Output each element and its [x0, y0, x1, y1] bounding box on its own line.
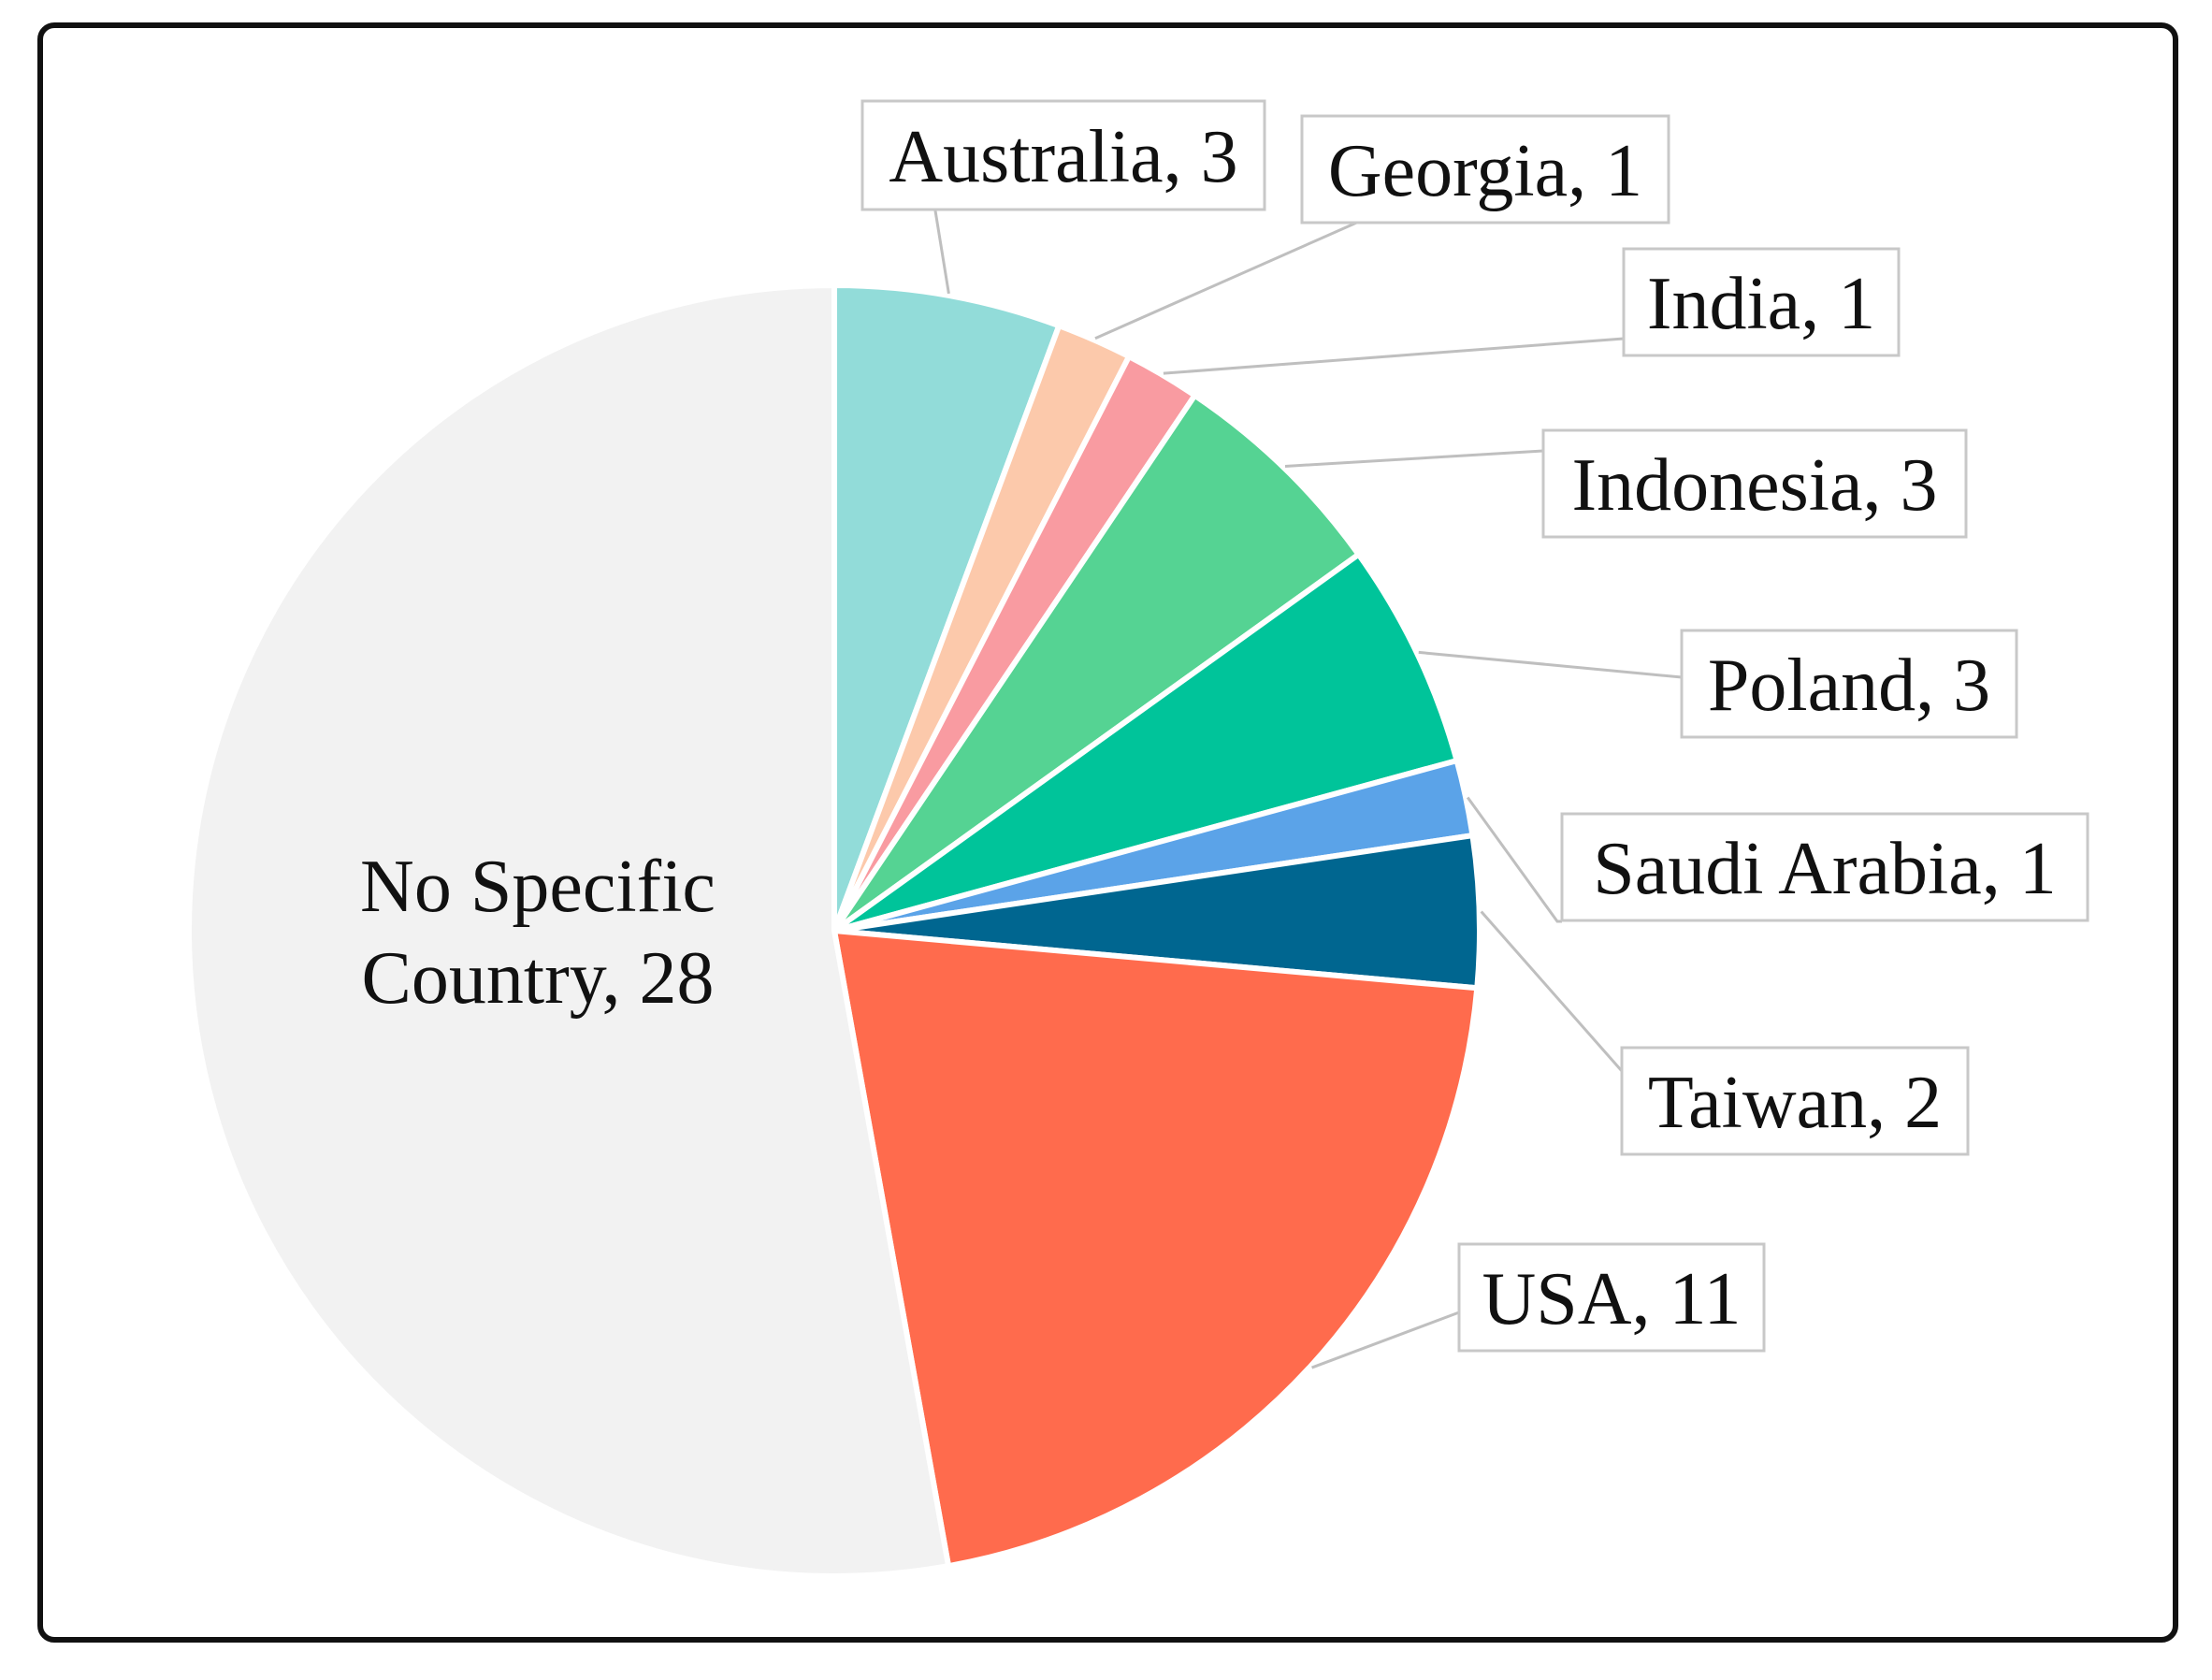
data-label-box-3: [1541, 428, 1968, 539]
data-label-box-5: [1560, 812, 2089, 922]
data-label-4: Poland, 3: [1708, 644, 1990, 727]
data-label-box-7: [1457, 1242, 1766, 1353]
leader-line-2: [1163, 337, 1625, 375]
pie-slice-8: [186, 282, 952, 1579]
data-label-box-2: [1622, 247, 1901, 357]
data-label-box-1: [1300, 114, 1670, 224]
data-label-3: Indonesia, 3: [1571, 444, 1937, 527]
data-label-7: USA, 11: [1482, 1258, 1741, 1340]
leader-line-1: [1094, 219, 1362, 340]
data-label-box-4: [1680, 629, 2018, 739]
leader-line-3: [1284, 449, 1544, 468]
data-label-6: Taiwan, 2: [1648, 1062, 1942, 1144]
data-label-box-6: [1620, 1046, 1970, 1156]
leader-line-5: [1466, 796, 1562, 923]
leader-line-4: [1418, 650, 1683, 679]
leader-line-0: [862, 197, 950, 295]
data-label-box-0: [860, 99, 1266, 211]
leader-line-7: [1311, 1311, 1460, 1369]
pie-slice-7: [831, 927, 1481, 1570]
pie-slice-0: [831, 282, 1063, 933]
data-label-2: India, 1: [1647, 263, 1875, 345]
data-label-0: Australia, 3: [889, 116, 1237, 198]
leader-line-6: [1480, 910, 1624, 1072]
pie-slice-4: [832, 550, 1461, 934]
data-label-8: No Specific Country, 28: [360, 846, 716, 1020]
data-label-1: Georgia, 1: [1328, 130, 1642, 212]
pie-slice-3: [831, 391, 1363, 934]
chart-frame: [37, 22, 2178, 1643]
data-label-5: Saudi Arabia, 1: [1593, 828, 2056, 910]
